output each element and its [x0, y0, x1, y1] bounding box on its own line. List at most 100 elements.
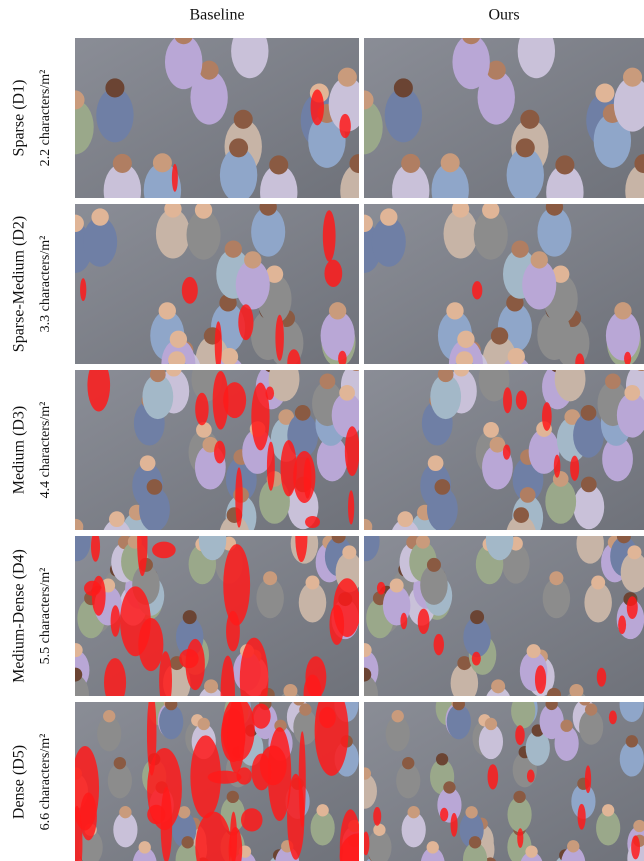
collision-highlight — [80, 278, 87, 302]
person-body — [391, 163, 430, 198]
row-label: Medium-Dense (D4) — [11, 549, 28, 683]
person-body — [485, 536, 514, 561]
person-head — [402, 756, 415, 770]
collision-highlight — [239, 637, 269, 696]
collision-highlight — [339, 833, 359, 861]
collision-highlight — [181, 276, 198, 304]
person-body — [107, 763, 132, 799]
person-head — [146, 479, 163, 495]
person-head — [169, 330, 188, 348]
collision-highlight — [596, 667, 607, 687]
collision-highlight — [266, 441, 275, 491]
person-head — [434, 479, 451, 495]
person-body — [328, 77, 359, 132]
collision-highlight — [471, 651, 481, 666]
person-head — [352, 370, 359, 371]
person-head — [567, 840, 580, 853]
person-head — [451, 204, 470, 218]
person-body — [164, 38, 203, 90]
person-body — [478, 370, 510, 402]
person-head — [507, 348, 525, 364]
collision-highlight — [214, 440, 226, 464]
person-head — [197, 717, 210, 731]
person-head — [391, 710, 404, 723]
render-image — [75, 536, 359, 696]
collision-highlight — [90, 536, 101, 562]
person-head — [440, 153, 460, 173]
person-body — [573, 412, 604, 458]
person-body — [364, 536, 380, 562]
person-head — [194, 204, 213, 219]
person-body — [477, 70, 515, 125]
person-head — [491, 679, 506, 694]
person-body — [452, 38, 490, 90]
person-head — [389, 578, 404, 593]
person-body — [542, 578, 571, 619]
person-body — [528, 429, 560, 474]
person-body — [602, 436, 633, 482]
person-body — [190, 70, 228, 125]
person-head — [601, 804, 615, 817]
person-body — [113, 812, 138, 848]
collision-highlight — [575, 353, 585, 364]
person-body — [619, 741, 644, 777]
render-image — [75, 702, 359, 861]
collision-highlight — [275, 314, 284, 361]
collision-highlight — [433, 633, 444, 656]
collision-highlight — [295, 536, 308, 563]
person-head — [364, 214, 373, 233]
person-body — [384, 87, 423, 143]
person-head — [634, 154, 644, 174]
person-head — [564, 409, 581, 425]
person-head — [465, 806, 478, 819]
person-head — [380, 208, 398, 226]
person-head — [484, 717, 498, 731]
collision-highlight — [608, 710, 617, 725]
render-image — [364, 38, 644, 198]
person-head — [166, 370, 182, 377]
person-body — [310, 810, 335, 846]
render-image — [364, 204, 644, 364]
person-body — [620, 552, 644, 593]
collision-highlight — [314, 702, 349, 776]
person-body — [463, 617, 491, 658]
person-head — [364, 767, 372, 780]
person-body — [256, 578, 284, 619]
person-head — [482, 204, 500, 219]
person-body — [371, 217, 406, 267]
person-head — [513, 790, 526, 804]
person-head — [103, 710, 116, 723]
person-body — [571, 783, 596, 819]
person-head — [614, 302, 632, 320]
person-body — [75, 99, 94, 155]
person-head — [364, 667, 372, 682]
person-body — [522, 259, 557, 310]
person-head — [112, 153, 132, 173]
person-head — [393, 78, 413, 98]
person-head — [108, 511, 125, 527]
person-body — [506, 147, 544, 198]
person-head — [259, 204, 277, 216]
person-head — [457, 656, 472, 671]
collision-highlight — [310, 89, 324, 126]
collision-highlight — [223, 544, 251, 626]
person-body — [430, 374, 462, 420]
collision-highlight — [373, 807, 382, 826]
collision-highlight — [280, 440, 297, 497]
person-head — [224, 240, 242, 258]
person-body — [593, 113, 632, 168]
person-head — [453, 370, 470, 377]
person-body — [83, 217, 118, 267]
collision-highlight — [147, 747, 182, 831]
person-head — [530, 251, 548, 269]
person-body — [308, 113, 346, 168]
person-body — [298, 582, 327, 623]
render-image — [75, 38, 359, 198]
person-body — [198, 536, 227, 561]
collision-highlight — [91, 575, 106, 616]
person-body — [143, 162, 182, 198]
person-head — [294, 405, 311, 421]
person-head — [426, 557, 441, 572]
person-head — [149, 370, 166, 383]
person-head — [591, 575, 606, 590]
